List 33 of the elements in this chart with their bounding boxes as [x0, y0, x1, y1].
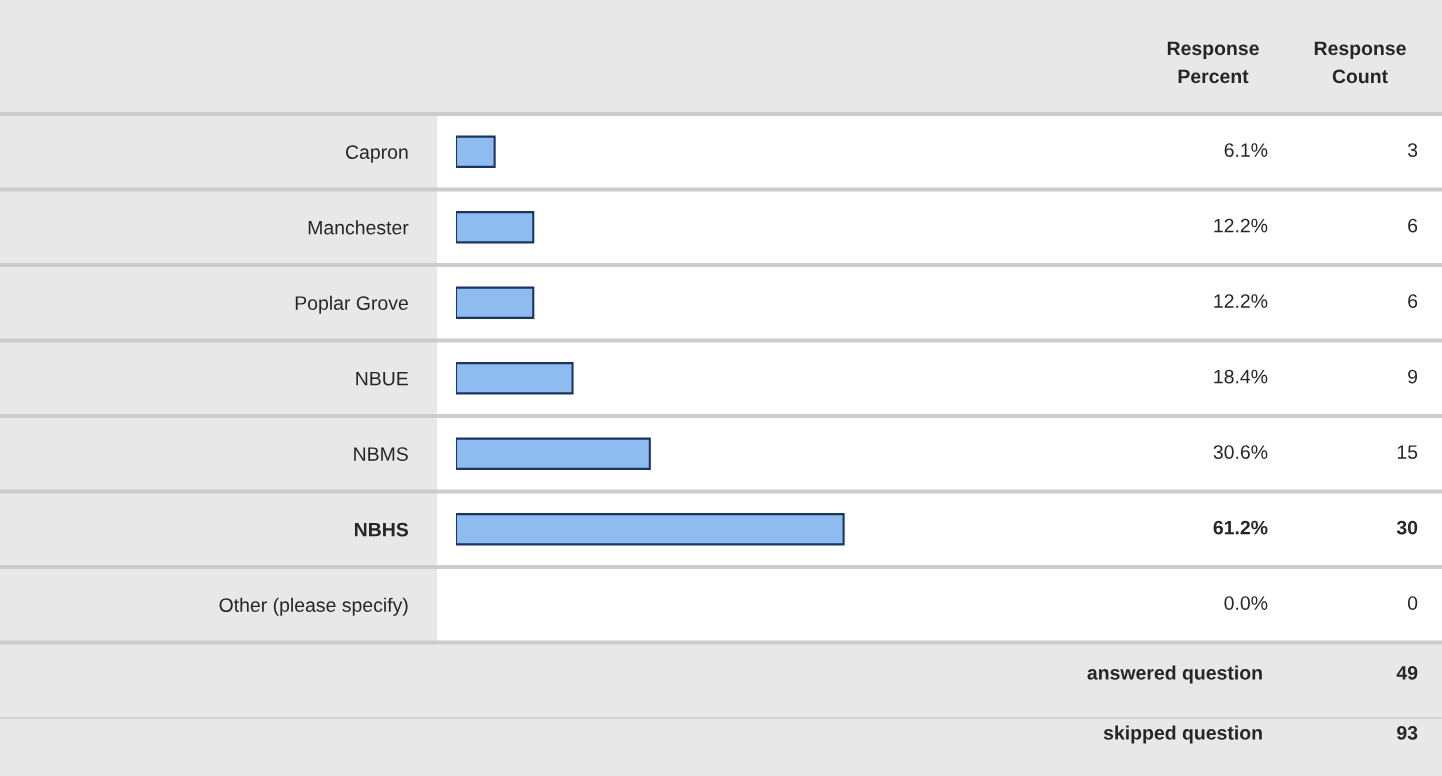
text: 15: [1397, 445, 1418, 459]
text: 93: [1397, 725, 1418, 740]
bar: [456, 513, 845, 546]
text: 49: [1396, 665, 1418, 680]
text: answered question: [1087, 665, 1262, 684]
data-label: 0.0%: [1224, 596, 1268, 610]
y-tick-label: Manchester: [308, 220, 409, 235]
y-tick-label: NBMS: [354, 447, 408, 461]
text: 3: [1407, 143, 1418, 157]
bar: [456, 211, 535, 244]
data-label: 18.4%: [1214, 369, 1268, 384]
text: skipped question: [1103, 725, 1262, 744]
text: 9: [1408, 369, 1418, 384]
y-tick-label: Other (please specify): [219, 597, 408, 616]
y-tick-label: Poplar Grove: [295, 295, 408, 314]
text: 6: [1408, 294, 1418, 308]
data-label: 6.1%: [1224, 143, 1268, 157]
data-label: 61.2%: [1213, 520, 1268, 535]
data-label: 12.2%: [1214, 294, 1268, 308]
bar: [456, 135, 496, 168]
y-tick-label: NBHS: [354, 522, 409, 537]
bar: [456, 362, 574, 395]
bar: [456, 286, 535, 319]
y-tick-label: Capron: [346, 145, 408, 163]
text: Response Percent: [1167, 41, 1259, 84]
text: 30: [1396, 520, 1418, 535]
data-label: 12.2%: [1214, 218, 1268, 233]
text: 6: [1408, 218, 1418, 233]
y-tick-label: NBUE: [356, 371, 408, 386]
bar: [456, 437, 651, 470]
text: 0: [1407, 596, 1418, 610]
data-label: 30.6%: [1213, 445, 1268, 459]
text: Response Count: [1314, 41, 1406, 84]
